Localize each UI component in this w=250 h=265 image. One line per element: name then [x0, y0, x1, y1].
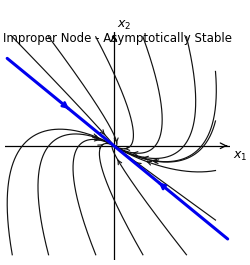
Text: $x_2$: $x_2$ — [117, 19, 131, 32]
Text: Improper Node - Asymptotically Stable: Improper Node - Asymptotically Stable — [3, 32, 232, 45]
Text: $x_1$: $x_1$ — [233, 150, 247, 163]
